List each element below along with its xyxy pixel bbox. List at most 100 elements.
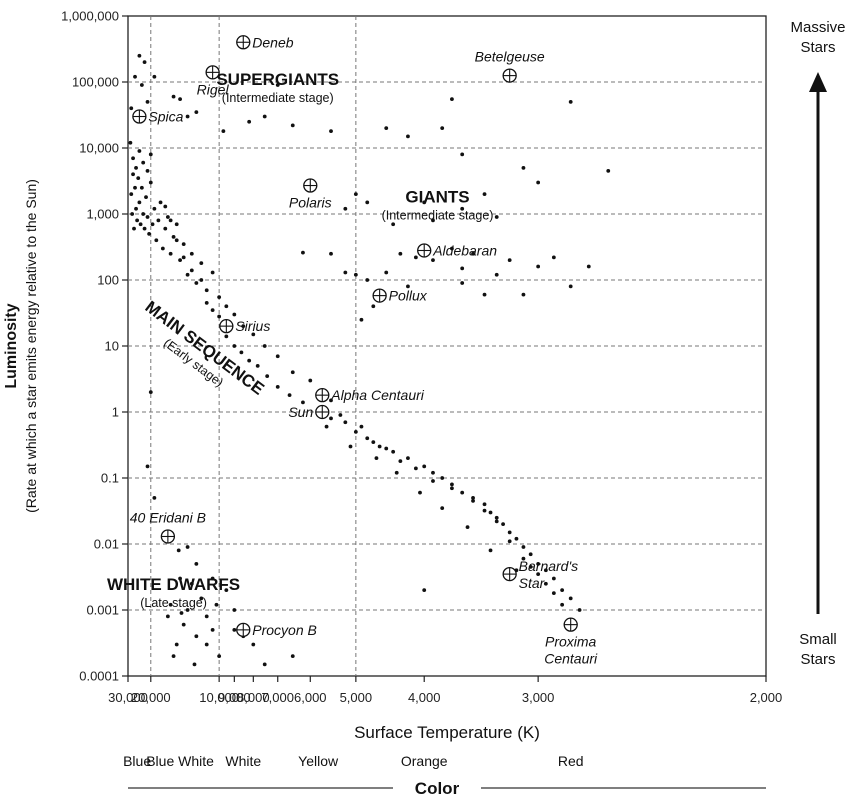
- star-point: [142, 226, 147, 231]
- star-name-label: Betelgeuse: [475, 49, 545, 65]
- region-name: GIANTS: [405, 187, 469, 206]
- star-point: [185, 545, 190, 549]
- star-point: [501, 522, 505, 527]
- star-point: [275, 83, 280, 87]
- star-point: [194, 110, 199, 114]
- star-point: [514, 536, 519, 541]
- star-point: [384, 270, 389, 275]
- star-point: [171, 94, 176, 99]
- color-name-label: Blue: [123, 753, 151, 769]
- star-name-label: Spica: [148, 109, 183, 125]
- star-point: [494, 519, 499, 524]
- star-point: [365, 436, 370, 441]
- region-group: MAIN SEQUENCE(Early stage): [142, 297, 268, 399]
- color-name-label: Orange: [401, 753, 448, 769]
- star-point: [145, 99, 150, 104]
- star-point: [551, 576, 556, 581]
- star-name-label: Deneb: [252, 34, 293, 50]
- star-point: [406, 284, 410, 289]
- star-point: [568, 284, 573, 289]
- star-point: [460, 266, 465, 271]
- star-point: [290, 654, 295, 659]
- star-point: [460, 281, 465, 285]
- star-point: [275, 354, 280, 359]
- star-point: [353, 429, 358, 434]
- star-point: [450, 486, 454, 491]
- star-point: [391, 222, 396, 227]
- star-point: [137, 200, 142, 205]
- region-group: SUPERGIANTS (Intermediate stage): [216, 70, 339, 105]
- star-point: [543, 581, 548, 586]
- x-tick-label: 20,000: [131, 690, 171, 705]
- star-point: [168, 251, 173, 256]
- star-point: [440, 506, 445, 510]
- star-point: [251, 642, 256, 647]
- star-name-label: Pollux: [389, 288, 428, 304]
- star-point: [204, 300, 209, 305]
- star-point: [241, 324, 246, 329]
- star-point: [148, 180, 153, 185]
- star-point: [181, 242, 186, 246]
- star-point: [422, 200, 427, 205]
- star-point: [606, 168, 611, 173]
- named-star: 40 Eridani B: [130, 509, 206, 544]
- star-point: [406, 456, 410, 461]
- star-point: [343, 206, 348, 211]
- star-point: [185, 272, 190, 277]
- star-point: [129, 106, 134, 111]
- star-point: [189, 251, 194, 256]
- star-point: [185, 114, 190, 119]
- x-axis-label: Surface Temperature (K): [354, 723, 540, 742]
- star-point: [422, 588, 427, 593]
- star-point: [507, 530, 512, 535]
- region-name: MAIN SEQUENCE: [142, 297, 268, 399]
- star-point: [136, 176, 141, 180]
- star-point: [521, 545, 526, 549]
- y-tick-label: 10,000: [79, 141, 119, 156]
- star-point: [398, 251, 403, 256]
- star-point: [179, 611, 184, 615]
- star-point: [353, 192, 358, 197]
- star-point: [181, 255, 186, 260]
- y-tick-label: 0.01: [94, 537, 119, 552]
- star-name-label: Procyon B: [252, 622, 317, 638]
- star-point: [192, 662, 197, 667]
- small-stars-line1: Small: [799, 631, 837, 648]
- star-point: [353, 272, 358, 277]
- star-point: [488, 548, 493, 553]
- star-point: [324, 424, 329, 429]
- star-point: [232, 608, 237, 612]
- color-title: Color: [415, 779, 460, 796]
- star-point: [460, 206, 465, 211]
- named-star: Sun: [288, 404, 330, 420]
- star-point: [165, 215, 170, 219]
- star-point: [536, 572, 541, 576]
- star-point: [210, 576, 215, 581]
- star-point: [217, 654, 222, 659]
- star-point: [343, 270, 348, 275]
- star-point: [224, 588, 229, 593]
- star-point: [262, 344, 267, 348]
- star-point: [129, 192, 134, 197]
- star-point: [482, 502, 487, 507]
- star-point: [422, 464, 427, 469]
- y-tick-label: 1: [112, 405, 119, 420]
- star-point: [329, 251, 333, 256]
- star-point: [507, 258, 512, 263]
- star-point: [536, 561, 541, 566]
- star-point: [551, 591, 556, 596]
- star-point: [131, 172, 135, 177]
- star-point: [139, 185, 144, 190]
- star-point: [365, 278, 370, 282]
- star-name-label: 40 Eridani B: [130, 509, 206, 525]
- color-name-label: Blue White: [146, 753, 214, 769]
- star-point: [160, 246, 165, 251]
- star-name-label: Sirius: [235, 318, 270, 334]
- y-tick-label: 1,000: [86, 207, 119, 222]
- star-point: [189, 581, 194, 586]
- star-point: [450, 482, 454, 487]
- star-point: [154, 238, 159, 243]
- star-point: [147, 231, 152, 236]
